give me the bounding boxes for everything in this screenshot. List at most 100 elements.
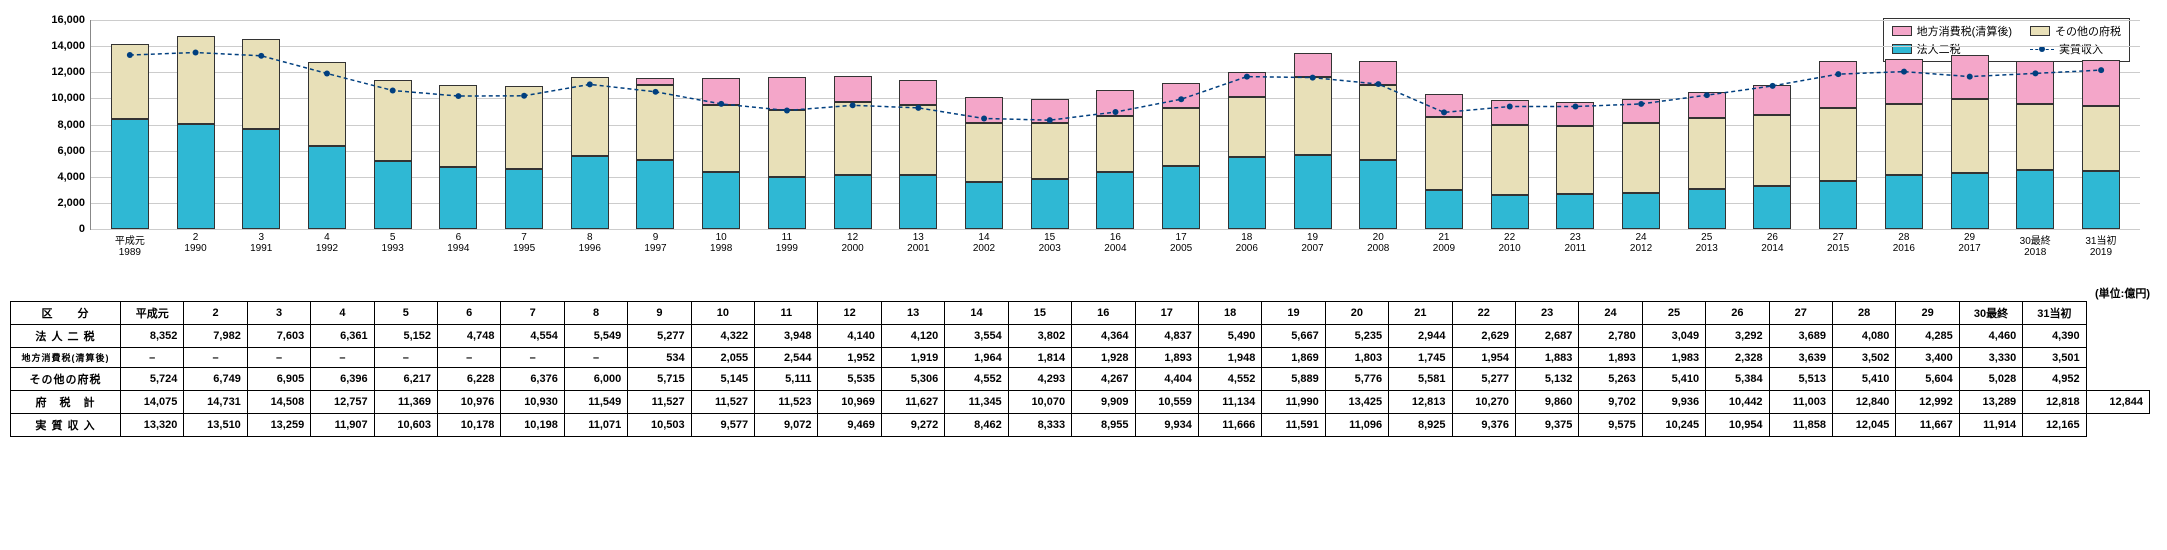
- table-cell: 13,320: [121, 414, 184, 437]
- bar-seg-chiho: [899, 80, 937, 105]
- table-cell: 9,577: [691, 414, 754, 437]
- table-col-header: 2: [184, 302, 247, 325]
- table-col-header: 8: [564, 302, 627, 325]
- table-cell: 11,096: [1325, 414, 1388, 437]
- table-cell: 5,889: [1262, 368, 1325, 391]
- bar-seg-hojin: [1162, 166, 1200, 229]
- bar-column: 192007: [1294, 53, 1332, 229]
- x-axis-label: 41992: [316, 229, 338, 254]
- table-cell: –: [247, 348, 310, 368]
- bar-column: 111999: [768, 77, 806, 229]
- table-cell: –: [564, 348, 627, 368]
- table-cell: 9,469: [818, 414, 881, 437]
- table-col-header: 12: [818, 302, 881, 325]
- x-axis-label: 272015: [1827, 229, 1849, 254]
- table-cell: 2,780: [1579, 325, 1642, 348]
- bar-seg-sonota: [1819, 108, 1857, 180]
- x-axis-label: 122000: [841, 229, 863, 254]
- table-cell: 5,724: [121, 368, 184, 391]
- table-col-header: 29: [1896, 302, 1959, 325]
- bars-group: 平成元1989219903199141992519936199471995819…: [91, 20, 2140, 229]
- table-cell: 11,523: [755, 391, 818, 414]
- table-cell: 5,028: [1959, 368, 2022, 391]
- unit-label: (単位:億円): [10, 285, 2150, 301]
- x-axis-label: 252013: [1696, 229, 1718, 254]
- x-axis-label: 21990: [184, 229, 206, 254]
- table-cell: 12,844: [2086, 391, 2149, 414]
- table-cell: 11,914: [1959, 414, 2022, 437]
- table-cell: 11,627: [881, 391, 944, 414]
- table-cell: 5,235: [1325, 325, 1388, 348]
- bar-seg-sonota: [1491, 125, 1529, 194]
- table-cell: 9,376: [1452, 414, 1515, 437]
- bar-column: 142002: [965, 97, 1003, 229]
- table-cell: 5,667: [1262, 325, 1325, 348]
- bar-seg-hojin: [965, 182, 1003, 229]
- bar-seg-hojin: [1425, 190, 1463, 229]
- table-cell: 1,883: [1515, 348, 1578, 368]
- table-cell: 8,462: [945, 414, 1008, 437]
- table-cell: 5,776: [1325, 368, 1388, 391]
- table-cell: 9,375: [1515, 414, 1578, 437]
- table-cell: 3,400: [1896, 348, 1959, 368]
- table-cell: 3,502: [1832, 348, 1895, 368]
- table-cell: 2,944: [1389, 325, 1452, 348]
- table-cell: 5,513: [1769, 368, 1832, 391]
- bar-column: 262014: [1753, 85, 1791, 229]
- table-cell: 11,527: [691, 391, 754, 414]
- bar-column: 292017: [1951, 55, 1989, 229]
- table-row: 実 質 収 入13,32013,51013,25911,90710,60310,…: [11, 414, 2150, 437]
- bar-seg-sonota: [439, 85, 477, 167]
- bar-seg-chiho: [702, 78, 740, 105]
- x-axis-label: 152003: [1039, 229, 1061, 254]
- table-col-header: 21: [1389, 302, 1452, 325]
- table-cell: 7,603: [247, 325, 310, 348]
- table-cell: 10,178: [438, 414, 501, 437]
- table-cell: 534: [628, 348, 691, 368]
- x-axis-label: 81996: [579, 229, 601, 254]
- table-cell: 6,000: [564, 368, 627, 391]
- table-cell: 4,952: [2023, 368, 2086, 391]
- table-cell: 4,404: [1135, 368, 1198, 391]
- table-cell: 10,976: [438, 391, 501, 414]
- bar-seg-sonota: [308, 62, 346, 146]
- bar-seg-hojin: [439, 167, 477, 229]
- y-tick-label: 0: [79, 223, 91, 235]
- row-header: その他の府税: [11, 368, 121, 391]
- bar-seg-chiho: [1885, 59, 1923, 105]
- table-col-header: 20: [1325, 302, 1388, 325]
- table-cell: 2,328: [1706, 348, 1769, 368]
- bar-seg-hojin: [1688, 189, 1726, 229]
- table-cell: 4,364: [1072, 325, 1135, 348]
- table-cell: 9,272: [881, 414, 944, 437]
- x-axis-label: 182006: [1236, 229, 1258, 254]
- table-col-header: 25: [1642, 302, 1705, 325]
- table-cell: 4,140: [818, 325, 881, 348]
- table-cell: 9,702: [1579, 391, 1642, 414]
- bar-column: 132001: [899, 80, 937, 229]
- bar-column: 152003: [1031, 99, 1069, 229]
- bar-column: 30最終2018: [2016, 61, 2054, 229]
- x-axis-label: 292017: [1958, 229, 1980, 254]
- table-cell: 3,639: [1769, 348, 1832, 368]
- table-cell: 4,293: [1008, 368, 1071, 391]
- bar-column: 242012: [1622, 99, 1660, 229]
- bar-seg-chiho: [1491, 100, 1529, 126]
- bar-seg-hojin: [702, 172, 740, 229]
- table-col-header: 14: [945, 302, 1008, 325]
- x-axis-label: 282016: [1893, 229, 1915, 254]
- table-col-header: 9: [628, 302, 691, 325]
- bar-column: 71995: [505, 86, 543, 229]
- table-cell: 10,198: [501, 414, 564, 437]
- table-cell: 6,376: [501, 368, 564, 391]
- table-cell: 4,285: [1896, 325, 1959, 348]
- bar-column: 252013: [1688, 92, 1726, 229]
- x-axis-label: 192007: [1301, 229, 1323, 254]
- x-axis-label: 61994: [447, 229, 469, 254]
- bar-seg-sonota: [242, 39, 280, 130]
- table-cell: 5,132: [1515, 368, 1578, 391]
- table-cell: –: [438, 348, 501, 368]
- bar-seg-chiho: [1556, 102, 1594, 127]
- x-axis-label: 31当初2019: [2085, 229, 2116, 258]
- bar-seg-sonota: [702, 105, 740, 173]
